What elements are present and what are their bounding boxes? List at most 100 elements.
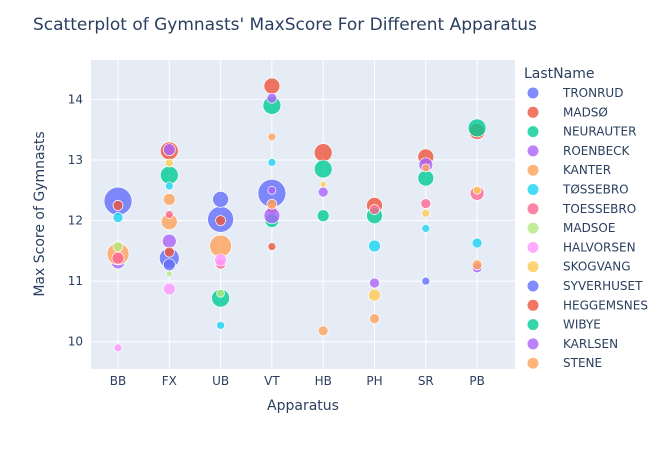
legend-label: WIBYE <box>563 318 601 332</box>
x-tick-label: VT <box>264 374 280 388</box>
data-point-madsø <box>112 200 124 211</box>
legend-marker <box>527 203 539 215</box>
legend[interactable]: TRONRUD MADSØ NEURAUTER ROENBECK KANTER TØSSE… <box>527 86 648 370</box>
data-point-tøssebro <box>267 158 277 167</box>
legend-label: KANTER <box>563 163 611 177</box>
legend-item-syverhuset[interactable]: SYVERHUSET <box>527 279 644 293</box>
legend-item-halvorsen[interactable]: HALVORSEN <box>527 240 636 254</box>
legend-item-stene[interactable]: STENE <box>527 356 603 370</box>
legend-label: MADSØ <box>563 105 608 119</box>
legend-marker <box>527 319 539 331</box>
data-point-wibye <box>316 209 330 223</box>
data-point-madsø <box>263 77 281 95</box>
y-tick-label: 12 <box>68 214 83 228</box>
legend-marker <box>527 87 539 99</box>
data-point-karlsen <box>263 207 281 225</box>
legend-marker <box>527 184 539 195</box>
legend-item-heggemsnes[interactable]: HEGGEMSNES <box>527 298 648 312</box>
data-point-halvorsen <box>214 253 227 267</box>
data-point-heggemsnes <box>267 242 277 251</box>
legend-label: SKOGVANG <box>563 260 631 274</box>
legend-item-skogvang[interactable]: SKOGVANG <box>527 260 631 274</box>
x-tick-label: FX <box>162 374 177 388</box>
data-point-stene <box>162 193 176 206</box>
x-axis-title: Apparatus <box>267 398 339 414</box>
legend-marker <box>527 106 539 118</box>
legend-item-madsoe[interactable]: MADSOE <box>527 221 616 235</box>
chart-title: Scatterplot of Gymnasts' MaxScore For Di… <box>33 15 537 35</box>
legend-marker <box>527 280 539 292</box>
legend-item-karlsen[interactable]: KARLSEN <box>527 337 619 351</box>
y-tick-label: 13 <box>68 153 83 167</box>
legend-item-tronrud[interactable]: TRONRUD <box>527 86 624 100</box>
data-point-skogvang <box>421 208 431 218</box>
data-point-neurauter <box>313 159 333 179</box>
data-point-halvorsen <box>113 343 123 353</box>
data-point-kanter <box>317 325 329 337</box>
x-tick-label: PH <box>366 374 382 388</box>
data-point-tøssebro <box>216 321 225 330</box>
data-point-toessebro <box>111 251 125 265</box>
data-point-roenbeck <box>317 186 329 198</box>
legend-marker <box>527 241 539 253</box>
legend-item-toessebro[interactable]: TOESSEBRO <box>527 202 637 216</box>
data-point-neurauter <box>159 165 179 185</box>
x-tick-label: PB <box>469 374 484 388</box>
data-point-stene <box>421 163 431 173</box>
data-point-tøssebro <box>368 239 381 253</box>
data-point-kanter <box>267 132 277 142</box>
data-point-skogvang <box>472 185 482 195</box>
legend-label: ROENBECK <box>563 144 631 158</box>
legend-label: KARLSEN <box>563 337 618 351</box>
data-point-roenbeck <box>161 233 177 249</box>
y-tick-label: 14 <box>68 92 83 106</box>
data-point-madsoe <box>165 270 173 278</box>
data-point-tøssebro <box>421 224 431 233</box>
legend-item-madsø[interactable]: MADSØ <box>527 105 608 119</box>
data-points <box>103 77 487 353</box>
data-point-madsø <box>313 143 333 163</box>
legend-label: TØSSEBRO <box>562 183 629 197</box>
data-point-halvorsen <box>162 282 176 296</box>
legend-label: HALVORSEN <box>563 240 636 254</box>
data-point-stene <box>266 198 278 210</box>
data-point-skogvang <box>368 288 381 302</box>
data-point-toessebro <box>369 204 380 216</box>
x-tick-label: UB <box>212 374 229 388</box>
data-point-karlsen <box>162 143 176 157</box>
legend-label: MADSOE <box>563 221 615 235</box>
legend-label: STENE <box>563 356 602 370</box>
legend-item-kanter[interactable]: KANTER <box>527 163 612 177</box>
legend-title: LastName <box>524 66 594 82</box>
plot-area <box>91 60 515 369</box>
data-point-tøssebro <box>112 212 124 223</box>
data-point-madsø <box>215 215 226 226</box>
legend-marker <box>527 222 539 234</box>
data-point-kanter <box>471 259 483 271</box>
data-point-neurauter <box>417 169 435 187</box>
legend-marker <box>527 164 539 176</box>
legend-item-neurauter[interactable]: NEURAUTER <box>527 125 637 139</box>
legend-marker <box>527 126 539 138</box>
data-point-skogvang <box>164 158 174 168</box>
data-point-kanter <box>369 313 380 325</box>
legend-item-wibye[interactable]: WIBYE <box>527 318 601 332</box>
x-axis-ticks: BB FX UB VT HB PH SR PB <box>110 374 485 388</box>
x-tick-label: BB <box>110 374 126 388</box>
x-tick-label: HB <box>315 374 332 388</box>
data-point-neurauter <box>467 118 487 138</box>
data-point-madsoe <box>216 288 225 298</box>
legend-label: TOESSEBRO <box>562 202 636 216</box>
legend-marker <box>527 357 539 369</box>
data-point-syverhuset <box>162 258 176 272</box>
legend-item-tøssebro[interactable]: TØSSEBRO <box>527 183 629 197</box>
legend-item-roenbeck[interactable]: ROENBECK <box>527 144 631 158</box>
legend-marker <box>527 299 539 311</box>
y-axis-title: Max Score of Gymnasts <box>32 131 48 296</box>
legend-marker <box>527 145 539 157</box>
y-axis-ticks: 10 11 12 13 14 <box>68 92 83 348</box>
data-point-heggemsnes <box>163 246 175 258</box>
data-point-toessebro <box>420 198 432 209</box>
